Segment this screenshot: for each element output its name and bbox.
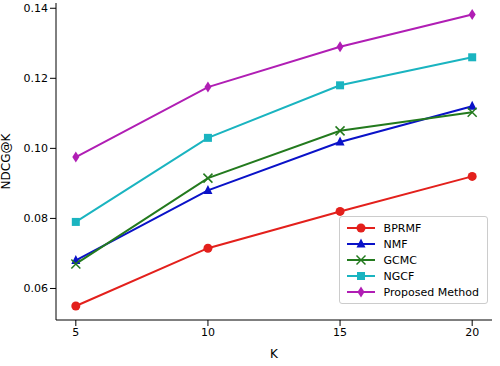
svg-text:0.14: 0.14	[24, 2, 49, 15]
svg-text:10: 10	[201, 326, 215, 339]
svg-text:0.06: 0.06	[24, 282, 49, 295]
svg-text:0.08: 0.08	[24, 212, 49, 225]
svg-text:K: K	[270, 347, 279, 361]
html-text:GCMC: GCMC	[383, 253, 417, 267]
html-text:NGCF: NGCF	[383, 269, 415, 283]
svg-text:15: 15	[333, 326, 347, 339]
svg-text:20: 20	[465, 326, 479, 339]
html-text:NMF: NMF	[383, 237, 408, 251]
svg-text:0.12: 0.12	[24, 72, 49, 85]
html-text:BPRMF: BPRMF	[383, 221, 422, 235]
svg-text:0.10: 0.10	[24, 142, 49, 155]
svg-text:5: 5	[72, 326, 79, 339]
html-text:Proposed Method: Proposed Method	[383, 285, 479, 299]
svg-text:NDCG@K: NDCG@K	[8, 132, 13, 189]
